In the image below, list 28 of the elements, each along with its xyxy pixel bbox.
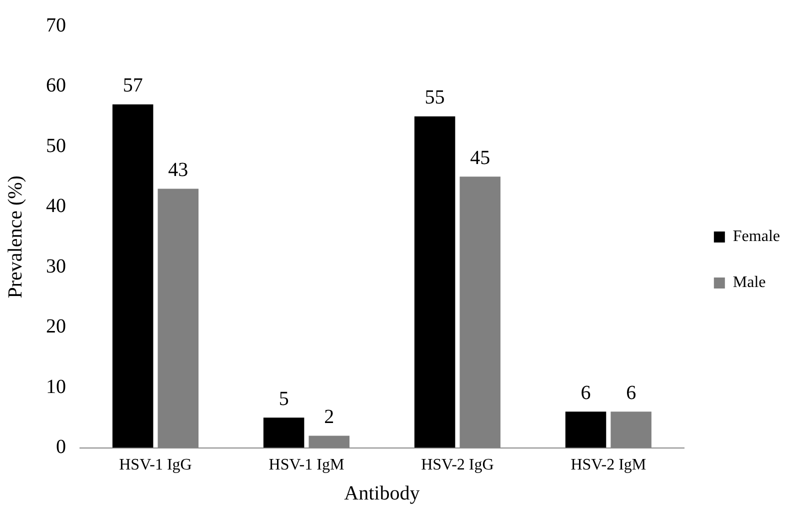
y-tick-label: 30 <box>46 255 66 278</box>
bar <box>263 418 304 448</box>
x-tick-label: HSV-1 IgM <box>268 456 344 474</box>
data-label: 45 <box>470 146 490 169</box>
bar <box>112 104 154 448</box>
y-tick-label: 70 <box>46 14 66 36</box>
data-label: 6 <box>626 382 636 404</box>
legend-label: Female <box>732 228 780 246</box>
bar <box>565 412 606 448</box>
data-label: 5 <box>278 388 289 410</box>
x-tick-label: HSV-2 IgG <box>421 456 494 474</box>
y-tick-label: 60 <box>46 74 66 97</box>
data-label: 43 <box>168 158 188 181</box>
y-tick-label: 50 <box>46 134 66 157</box>
data-label: 57 <box>122 74 143 97</box>
x-tick-label: HSV-2 IgM <box>570 456 646 474</box>
data-label: 2 <box>324 406 334 428</box>
y-axis-title: Prevalence (%) <box>4 176 26 298</box>
y-tick-label: 10 <box>46 376 66 398</box>
y-tick-label: 0 <box>56 436 66 458</box>
x-tick-label: HSV-1 IgG <box>119 456 192 474</box>
data-label: 55 <box>424 86 445 109</box>
data-label: 6 <box>580 382 591 404</box>
y-tick-label: 40 <box>46 195 66 218</box>
x-axis-title: Antibody <box>344 482 420 504</box>
legend-label: Male <box>732 274 766 292</box>
bar <box>414 116 456 448</box>
y-tick-label: 20 <box>46 316 66 338</box>
